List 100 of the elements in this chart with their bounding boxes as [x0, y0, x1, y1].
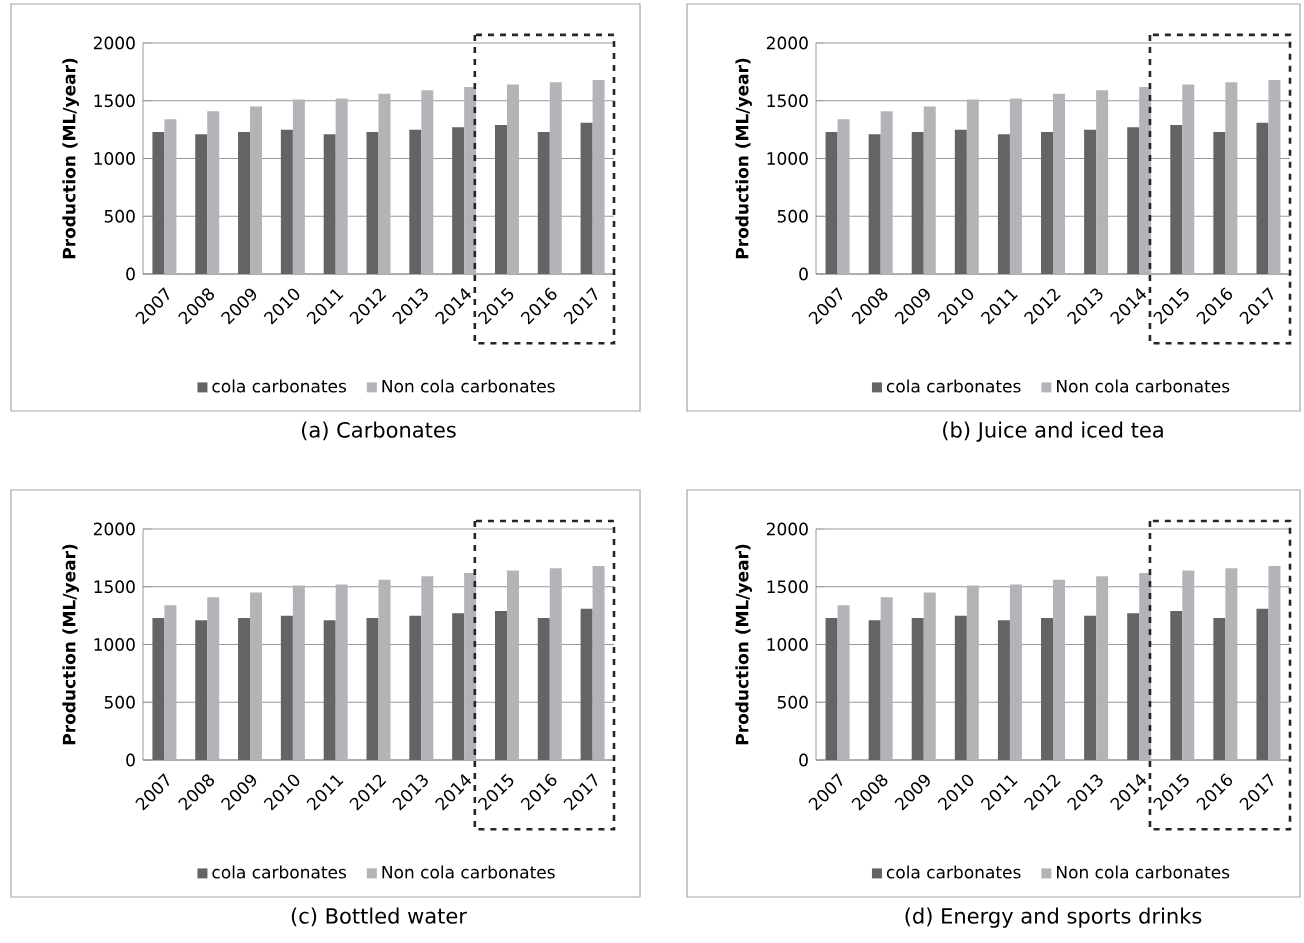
text: (a) Carbonates: [302, 421, 456, 441]
legend-label: Non cola carbonates: [382, 379, 555, 393]
bar: [1182, 570, 1195, 761]
legend-label: Non cola carbonates: [382, 865, 555, 879]
bar: [537, 617, 550, 761]
bar: [494, 611, 507, 761]
legend-label: cola carbonates: [886, 379, 1021, 393]
bar: [1009, 98, 1022, 275]
y-tick-label: 1500: [767, 580, 808, 594]
y-tick-label: 0: [126, 267, 135, 281]
bar: [506, 84, 519, 275]
bar: [238, 131, 251, 275]
bar: [464, 572, 477, 761]
y-tick-label: 1000: [767, 152, 808, 165]
bar: [868, 620, 881, 761]
y-tick-label: 2000: [93, 36, 135, 50]
bar: [366, 617, 379, 761]
bar: [280, 129, 293, 275]
bar: [837, 119, 850, 275]
y-axis-title: Production (ML/year): [62, 58, 79, 259]
bar: [421, 576, 434, 761]
y-tick-label: 1000: [767, 638, 808, 651]
bar: [378, 93, 391, 275]
bar: [335, 584, 348, 761]
y-tick-label: 0: [799, 267, 808, 281]
bar: [335, 98, 348, 275]
y-axis-title: Production (ML/year): [735, 544, 752, 745]
bar: [1084, 615, 1097, 761]
bar: [997, 620, 1010, 761]
y-axis-title: Production (ML/year): [735, 58, 752, 259]
bar: [1268, 565, 1281, 761]
bar: [1127, 127, 1140, 275]
bar: [592, 565, 605, 761]
bar: [911, 131, 924, 275]
bar: [923, 106, 936, 275]
bar: [409, 129, 422, 275]
bar: [1170, 611, 1183, 761]
bar: [825, 617, 838, 761]
y-tick-label: 0: [799, 753, 808, 767]
legend-label: Non cola carbonates: [1057, 865, 1230, 879]
bar: [1256, 122, 1269, 275]
bar: [323, 620, 336, 761]
bar: [464, 86, 477, 275]
bar: [195, 134, 208, 275]
text: (c) Bottled water: [291, 907, 467, 927]
y-tick-label: 1500: [94, 94, 135, 108]
bar: [580, 608, 593, 761]
bar: [409, 615, 422, 761]
bar: [966, 99, 979, 275]
y-axis-title: Production (ML/year): [62, 544, 79, 745]
y-tick-label: 1000: [94, 638, 135, 651]
bar: [1009, 584, 1022, 761]
bar: [868, 134, 881, 275]
y-tick-label: 1500: [767, 94, 808, 108]
y-tick-label: 2000: [766, 522, 808, 536]
bar: [880, 597, 893, 761]
y-tick-label: 1500: [94, 580, 135, 594]
bar: [1213, 617, 1226, 761]
bar: [1225, 82, 1238, 275]
bar: [1139, 86, 1152, 275]
legend-label: cola carbonates: [212, 379, 347, 393]
bar: [452, 613, 465, 761]
text: (b) Juice and iced tea: [943, 421, 1163, 442]
bar: [880, 111, 893, 275]
y-tick-label: 2000: [93, 522, 135, 536]
bar: [152, 617, 165, 761]
bar: [1053, 93, 1066, 275]
bar: [421, 90, 434, 275]
bar: [1170, 125, 1183, 275]
y-tick-label: 500: [777, 695, 808, 709]
bar: [1225, 568, 1238, 761]
bar: [323, 134, 336, 275]
bar: [378, 579, 391, 761]
y-tick-label: 500: [104, 695, 135, 709]
bar: [152, 131, 165, 275]
bar: [238, 617, 251, 761]
bar: [954, 129, 967, 275]
bar: [923, 592, 936, 761]
bar: [207, 597, 220, 761]
bar: [954, 615, 967, 761]
bar: [1256, 608, 1269, 761]
bar: [1182, 84, 1195, 275]
bar: [1127, 613, 1140, 761]
legend-label: cola carbonates: [212, 865, 347, 879]
bar: [997, 134, 1010, 275]
bar: [452, 127, 465, 275]
bar: [207, 111, 220, 275]
bar: [1213, 131, 1226, 275]
bar: [164, 605, 177, 761]
bar: [1041, 131, 1054, 275]
bar: [366, 131, 379, 275]
bar: [164, 119, 177, 275]
y-tick-label: 0: [126, 753, 135, 767]
bar: [837, 605, 850, 761]
bar: [1053, 579, 1066, 761]
bar: [494, 125, 507, 275]
bar: [292, 99, 305, 275]
bar: [825, 131, 838, 275]
bar: [966, 585, 979, 761]
y-tick-label: 1000: [94, 152, 135, 165]
